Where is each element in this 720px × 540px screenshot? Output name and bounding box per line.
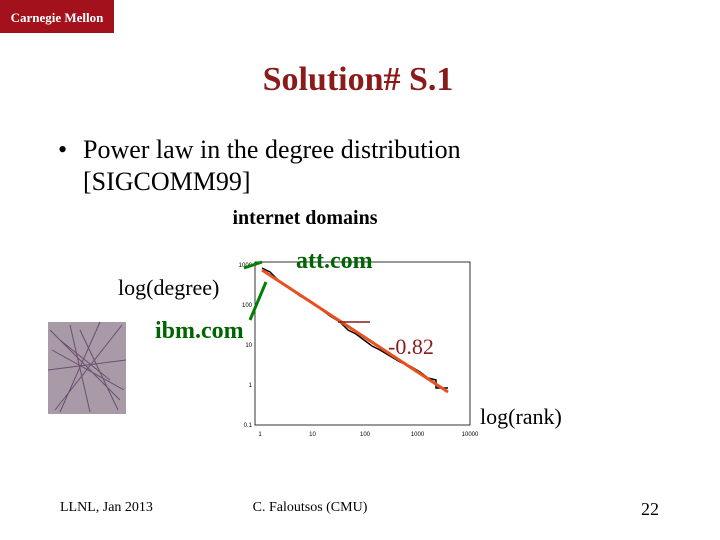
y-label: log(degree) — [118, 275, 219, 300]
caption: internet domains — [233, 207, 378, 229]
arrow — [243, 260, 263, 270]
annotation: ibm.com — [155, 318, 244, 344]
x-tick-label: 1000 — [411, 432, 425, 438]
arrow — [248, 281, 268, 321]
y-tick-label: 100 — [242, 303, 253, 309]
annotation: -0.82 — [388, 334, 434, 359]
x-tick-label: 100 — [360, 432, 371, 438]
title: Solution# S.1 — [263, 61, 454, 98]
x-tick-label: 1 — [258, 432, 262, 438]
bullet-mark: • — [58, 135, 67, 164]
logo-box — [0, 0, 114, 33]
network-edges — [47, 321, 127, 413]
network-image — [47, 321, 127, 414]
bullet-text: [SIGCOMM99] — [83, 167, 251, 196]
x-tick-label: 10000 — [462, 432, 479, 438]
footer-left: LLNL, Jan 2013 — [60, 500, 153, 515]
y-tick-label: 1 — [249, 383, 253, 389]
plot-frame — [254, 261, 471, 426]
y-tick-label: 0.1 — [244, 423, 253, 429]
fit-line — [261, 268, 449, 394]
page-number: 22 — [641, 499, 659, 519]
y-tick-label: 10 — [245, 343, 252, 349]
logo: Carnegie Mellon — [11, 10, 105, 25]
footer-center: C. Faloutsos (CMU) — [253, 500, 368, 515]
x-label: log(rank) — [480, 404, 562, 429]
bullet-text: Power law in the degree distribution — [83, 135, 461, 164]
x-tick-label: 10 — [309, 432, 316, 438]
annotation: att.com — [296, 248, 373, 274]
